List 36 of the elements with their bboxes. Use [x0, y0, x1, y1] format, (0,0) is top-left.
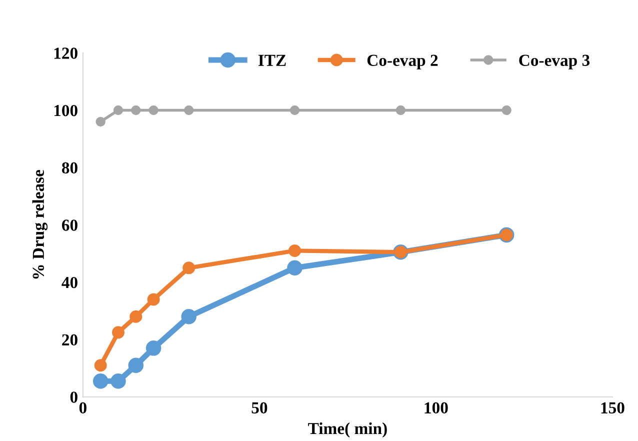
point — [502, 105, 512, 116]
point — [184, 105, 194, 116]
legend-label: ITZ — [258, 54, 286, 66]
x-tick-label: 0 — [79, 402, 86, 414]
point — [146, 340, 162, 356]
point — [94, 359, 107, 372]
point — [92, 373, 108, 389]
y-tick-label: 20 — [62, 334, 78, 346]
point — [147, 293, 160, 306]
y-tick-label: 80 — [62, 162, 78, 174]
x-tick-label: 100 — [424, 402, 448, 414]
point — [112, 326, 124, 339]
y-tick-label: 60 — [62, 220, 78, 231]
legend-label: Co-evap 2 — [367, 54, 438, 70]
point — [113, 105, 124, 116]
point — [181, 309, 196, 324]
point — [110, 373, 126, 389]
x-axis-title: Time( min) — [308, 422, 387, 438]
y-tick-label: 0 — [70, 392, 78, 403]
y-tick-label: 40 — [62, 276, 78, 288]
point — [288, 244, 302, 257]
point — [148, 105, 158, 116]
legend-label: Co-evap 3 — [519, 54, 590, 70]
y-tick-label: 100 — [54, 104, 78, 116]
y-tick-label: 120 — [54, 48, 78, 59]
point — [130, 310, 142, 323]
point — [287, 260, 302, 276]
y-axis-title: % Drug release — [32, 170, 48, 279]
point — [290, 105, 300, 116]
x-tick-label: 150 — [601, 402, 624, 414]
x-tick-label: 50 — [252, 402, 268, 414]
point — [96, 116, 106, 127]
point — [131, 105, 141, 116]
point — [182, 262, 196, 274]
point — [128, 358, 144, 374]
point — [396, 105, 406, 116]
